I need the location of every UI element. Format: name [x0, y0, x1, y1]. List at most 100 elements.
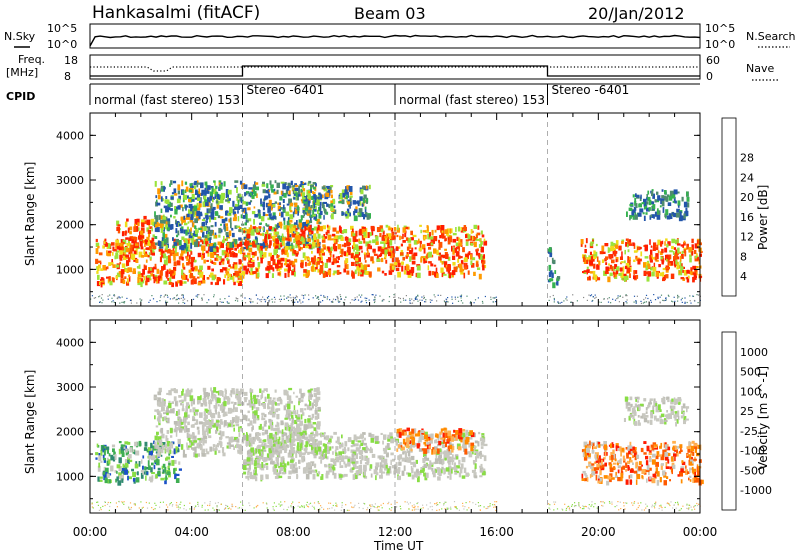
heatmap-cell: [293, 405, 296, 411]
heatmap-cell: [171, 460, 175, 466]
heatmap-cell: [221, 441, 223, 447]
heatmap-cell: [163, 186, 165, 192]
heatmap-cell: [422, 460, 426, 463]
heatmap-cell: [137, 222, 140, 227]
heatmap-cell: [421, 244, 426, 250]
heatmap-cell: [324, 236, 327, 239]
heatmap-cell: [291, 464, 295, 468]
heatmap-cell: [364, 297, 366, 299]
heatmap-cell: [624, 265, 628, 270]
heatmap-cell: [174, 473, 177, 480]
heatmap-cell: [157, 391, 162, 396]
heatmap-cell: [159, 300, 161, 302]
heatmap-cell: [682, 278, 685, 281]
heatmap-cell: [458, 255, 461, 259]
heatmap-cell: [234, 185, 237, 188]
heatmap-cell: [203, 439, 207, 444]
heatmap-cell: [203, 226, 207, 231]
heatmap-cell: [258, 432, 261, 436]
heatmap-cell: [194, 453, 198, 458]
heatmap-cell: [168, 390, 172, 396]
heatmap-cell: [202, 422, 207, 427]
heatmap-cell: [695, 269, 698, 276]
heatmap-cell: [212, 250, 217, 256]
heatmap-cell: [152, 274, 155, 280]
heatmap-cell: [206, 451, 210, 455]
heatmap-cell: [655, 259, 659, 262]
heatmap-cell: [657, 250, 660, 253]
heatmap-cell: [190, 227, 192, 232]
heatmap-cell: [292, 443, 296, 446]
heatmap-cell: [208, 421, 211, 428]
heatmap-cell: [593, 250, 596, 255]
heatmap-cell: [212, 188, 217, 195]
heatmap-cell: [668, 254, 672, 260]
heatmap-cell: [231, 232, 235, 238]
heatmap-cell: [311, 402, 314, 409]
heatmap-cell: [659, 205, 662, 208]
heatmap-cell: [248, 270, 251, 274]
heatmap-cell: [345, 296, 347, 298]
heatmap-cell: [313, 404, 318, 407]
heatmap-cell: [375, 462, 379, 468]
heatmap-cell: [586, 271, 588, 275]
heatmap-cell: [261, 432, 265, 436]
heatmap-cell: [548, 299, 550, 301]
heatmap-cell: [159, 270, 163, 276]
heatmap-cell: [205, 238, 208, 242]
heatmap-cell: [301, 452, 306, 456]
heatmap-cell: [322, 244, 326, 248]
heatmap-cell: [185, 405, 188, 412]
heatmap-cell: [344, 236, 349, 241]
heatmap-cell: [302, 252, 306, 259]
heatmap-cell: [455, 242, 459, 246]
heatmap-cell: [297, 234, 301, 241]
heatmap-cell: [313, 214, 317, 219]
heatmap-cell: [298, 244, 300, 249]
heatmap-cell: [196, 180, 199, 183]
heatmap-cell: [307, 451, 310, 455]
heatmap-cell: [285, 426, 288, 431]
heatmap-cell: [150, 467, 153, 473]
heatmap-cell: [417, 476, 420, 483]
heatmap-cell: [121, 468, 125, 473]
heatmap-cell: [675, 259, 678, 265]
heatmap-cell: [199, 445, 203, 451]
heatmap-cell: [262, 412, 265, 416]
heatmap-cell: [388, 300, 390, 303]
heatmap-cell: [483, 264, 487, 269]
heatmap-cell: [95, 457, 98, 460]
heatmap-cell: [363, 240, 366, 244]
heatmap-cell: [122, 239, 127, 245]
heatmap-cell: [103, 471, 106, 475]
heatmap-cell: [447, 297, 449, 299]
heatmap-cell: [372, 248, 376, 253]
heatmap-cell: [292, 417, 294, 424]
heatmap-cell: [215, 200, 219, 204]
heatmap-cell: [268, 300, 270, 302]
heatmap-cell: [190, 242, 193, 249]
heatmap-cell: [342, 301, 345, 303]
heatmap-cell: [249, 457, 253, 461]
heatmap-cell: [169, 202, 173, 207]
heatmap-cell: [148, 252, 151, 256]
heatmap-cell: [364, 260, 367, 263]
heatmap-cell: [367, 232, 370, 238]
heatmap-cell: [192, 447, 196, 451]
heatmap-cell: [312, 187, 316, 190]
heatmap-cell: [203, 275, 205, 280]
heatmap-cell: [160, 228, 164, 233]
heatmap-cell: [441, 229, 444, 233]
heatmap-cell: [177, 409, 181, 416]
heatmap-cell: [647, 263, 651, 269]
heatmap-cell: [257, 256, 259, 261]
heatmap-cell: [191, 267, 195, 270]
heatmap-cell: [173, 216, 176, 219]
heatmap-cell: [301, 457, 304, 463]
heatmap-cell: [166, 227, 170, 231]
heatmap-cell: [360, 272, 364, 277]
heatmap-cell: [463, 225, 467, 231]
heatmap-cell: [228, 230, 232, 236]
heatmap-cell: [142, 455, 145, 459]
heatmap-cell: [189, 254, 191, 259]
